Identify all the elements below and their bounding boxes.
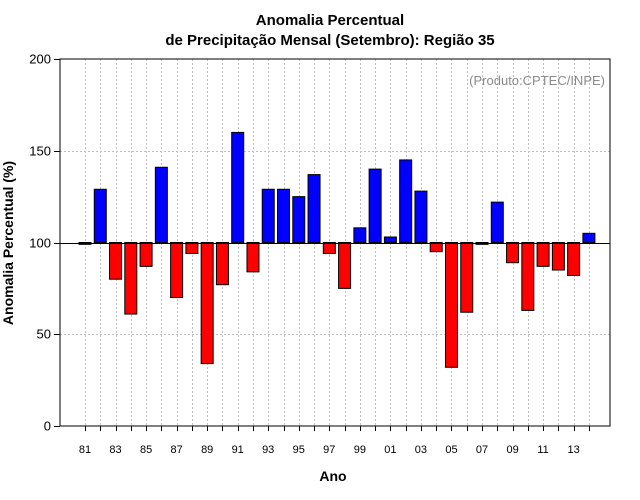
bar-02 xyxy=(399,159,413,243)
x-tick-label: 95 xyxy=(293,444,305,456)
bars xyxy=(78,131,596,368)
x-tick-label: 05 xyxy=(445,444,457,456)
bar-84 xyxy=(124,242,138,315)
x-axis: 81 83 85 87 89 91 93 95 97 99 01 03 05 07 09 11 13 xyxy=(79,426,590,456)
plot-frame xyxy=(59,58,611,427)
x-tick-label: 89 xyxy=(201,444,213,456)
x-tick-label: 13 xyxy=(567,444,579,456)
bar-96 xyxy=(307,174,321,244)
y-tick-label: 100 xyxy=(29,236,51,251)
bar-10 xyxy=(521,242,535,311)
y-tick-label: 200 xyxy=(29,52,51,67)
bar-87 xyxy=(170,242,184,299)
y-axis-label: Anomalia Percentual (%) xyxy=(0,161,16,325)
bar-98 xyxy=(338,242,352,289)
bar-91 xyxy=(231,131,245,243)
bar-95 xyxy=(292,196,306,244)
x-tick-label: 91 xyxy=(232,444,244,456)
x-tick-label: 97 xyxy=(323,444,335,456)
bar-97 xyxy=(322,242,336,255)
bar-85 xyxy=(139,242,153,267)
bar-11 xyxy=(536,242,550,267)
bar-04 xyxy=(429,242,443,253)
bar-88 xyxy=(185,242,199,255)
grid-lines xyxy=(60,59,610,426)
y-tick-label: 0 xyxy=(44,419,51,434)
bar-08 xyxy=(490,201,504,244)
bar-00 xyxy=(368,168,382,244)
bar-13 xyxy=(567,242,581,277)
bar-06 xyxy=(460,242,474,313)
y-axis: 0 50 100 150 200 xyxy=(29,52,60,434)
bar-14 xyxy=(582,232,596,244)
x-tick-label: 07 xyxy=(476,444,488,456)
x-tick-label: 99 xyxy=(354,444,366,456)
bar-12 xyxy=(551,242,565,271)
bar-90 xyxy=(215,242,229,286)
bar-89 xyxy=(200,242,214,365)
x-tick-label: 09 xyxy=(506,444,518,456)
x-tick-label: 87 xyxy=(170,444,182,456)
chart-title-line1: Anomalia Percentual xyxy=(256,12,404,29)
bar-94 xyxy=(277,188,291,243)
x-tick-label: 83 xyxy=(109,444,121,456)
y-tick-label: 50 xyxy=(37,327,51,342)
x-tick-label: 93 xyxy=(262,444,274,456)
credit-label: (Produto:CPTEC/INPE) xyxy=(469,73,605,88)
bar-86 xyxy=(154,166,168,243)
bar-93 xyxy=(261,188,275,243)
x-axis-label: Ano xyxy=(319,468,346,484)
chart-title-line2: de Precipitação Mensal (Setembro): Regiã… xyxy=(165,32,494,49)
x-tick-label: 81 xyxy=(79,444,91,456)
bar-83 xyxy=(109,242,123,280)
x-tick-label: 85 xyxy=(140,444,152,456)
y-tick-label: 150 xyxy=(29,144,51,159)
bar-05 xyxy=(444,242,458,368)
x-tick-label: 03 xyxy=(415,444,427,456)
x-tick-label: 01 xyxy=(384,444,396,456)
bar-03 xyxy=(414,190,428,243)
x-tick-label: 11 xyxy=(537,444,548,456)
bar-01 xyxy=(383,236,397,243)
bar-92 xyxy=(246,242,260,273)
bar-99 xyxy=(353,227,367,244)
bar-82 xyxy=(93,188,107,243)
bar-09 xyxy=(506,242,520,264)
